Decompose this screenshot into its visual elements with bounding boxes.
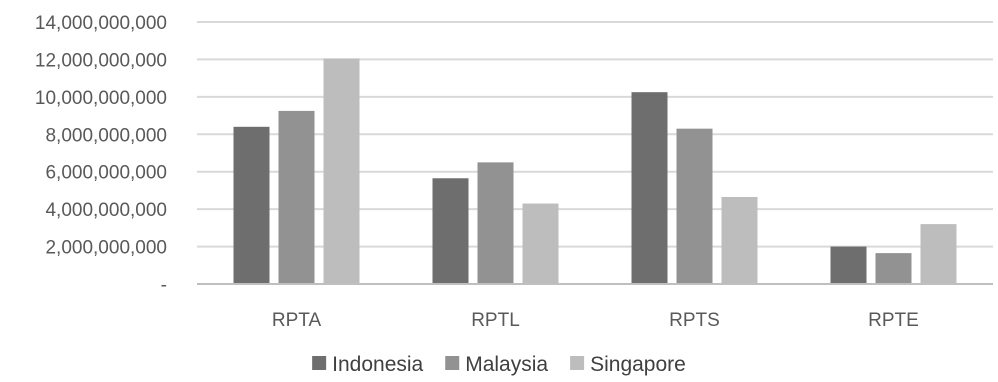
legend-item-singapore: Singapore bbox=[570, 353, 686, 376]
bar-malaysia-rpts bbox=[676, 128, 713, 284]
y-tick-label: - bbox=[161, 275, 167, 296]
bar-singapore-rpta bbox=[323, 58, 360, 284]
y-tick-label: 12,000,000,000 bbox=[35, 50, 167, 71]
y-tick-label: 14,000,000,000 bbox=[35, 13, 167, 34]
legend-swatch bbox=[312, 356, 327, 370]
bar-indonesia-rpta bbox=[233, 126, 270, 284]
y-tick-label: 6,000,000,000 bbox=[45, 163, 167, 184]
y-tick-label: 8,000,000,000 bbox=[45, 125, 167, 146]
bar-singapore-rpte bbox=[920, 224, 957, 284]
legend: Indonesia Malaysia Singapore bbox=[312, 353, 686, 376]
bar-indonesia-rptl bbox=[432, 178, 469, 284]
bar-malaysia-rptl bbox=[477, 162, 514, 284]
x-category-label: RPTS bbox=[669, 310, 720, 331]
y-tick-label: 10,000,000,000 bbox=[35, 88, 167, 109]
legend-item-indonesia: Indonesia bbox=[312, 353, 424, 376]
x-category-label: RPTL bbox=[471, 310, 520, 331]
legend-label: Indonesia bbox=[332, 353, 423, 376]
bar-malaysia-rpta bbox=[278, 110, 315, 285]
bar-malaysia-rpte bbox=[875, 253, 912, 284]
legend-label: Malaysia bbox=[465, 353, 548, 376]
gridlines bbox=[197, 21, 993, 248]
x-category-label: RPTA bbox=[272, 310, 322, 331]
legend-swatch bbox=[445, 356, 460, 370]
bar-indonesia-rpts bbox=[631, 92, 668, 284]
legend-item-malaysia: Malaysia bbox=[445, 353, 548, 376]
bar-singapore-rpts bbox=[721, 196, 758, 284]
legend-label: Singapore bbox=[590, 353, 686, 376]
x-category-label: RPTE bbox=[868, 310, 919, 331]
bars bbox=[233, 58, 957, 285]
y-tick-label: 2,000,000,000 bbox=[45, 238, 167, 259]
x-axis-category-labels: RPTA RPTL RPTS RPTE bbox=[272, 310, 919, 331]
bar-indonesia-rpte bbox=[830, 246, 867, 284]
bar-singapore-rptl bbox=[522, 203, 559, 284]
y-axis-tick-labels: - 2,000,000,000 4,000,000,000 6,000,000,000… bbox=[35, 13, 167, 296]
legend-swatch bbox=[570, 356, 585, 370]
y-tick-label: 4,000,000,000 bbox=[45, 200, 167, 221]
